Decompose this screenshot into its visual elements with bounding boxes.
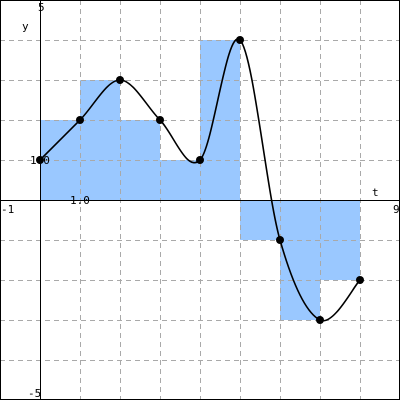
data-point-7 <box>316 316 324 324</box>
data-point-6 <box>276 236 284 244</box>
curve-layer <box>39 38 361 322</box>
bar-3 <box>160 160 200 200</box>
points-layer <box>36 36 364 324</box>
y-axis-title: y <box>22 20 29 33</box>
y-axis-min-label: -5 <box>28 387 41 400</box>
data-point-5 <box>236 36 244 44</box>
x-axis-step-label: 1.0 <box>70 194 90 207</box>
bar-5 <box>240 200 280 240</box>
data-point-1 <box>76 116 84 124</box>
x-axis-max-label: 9 <box>393 203 400 216</box>
curve-line <box>39 38 361 322</box>
data-point-3 <box>156 116 164 124</box>
data-point-0 <box>36 156 44 164</box>
y-axis-max-label: 5 <box>38 1 45 14</box>
x-axis-min-label: -1 <box>1 203 14 216</box>
x-axis-title: t <box>372 186 379 199</box>
data-point-2 <box>116 76 124 84</box>
data-point-4 <box>196 156 204 164</box>
y-axis-origin-label: 100 <box>30 154 50 167</box>
bar-1 <box>80 80 120 200</box>
data-point-8 <box>356 276 364 284</box>
